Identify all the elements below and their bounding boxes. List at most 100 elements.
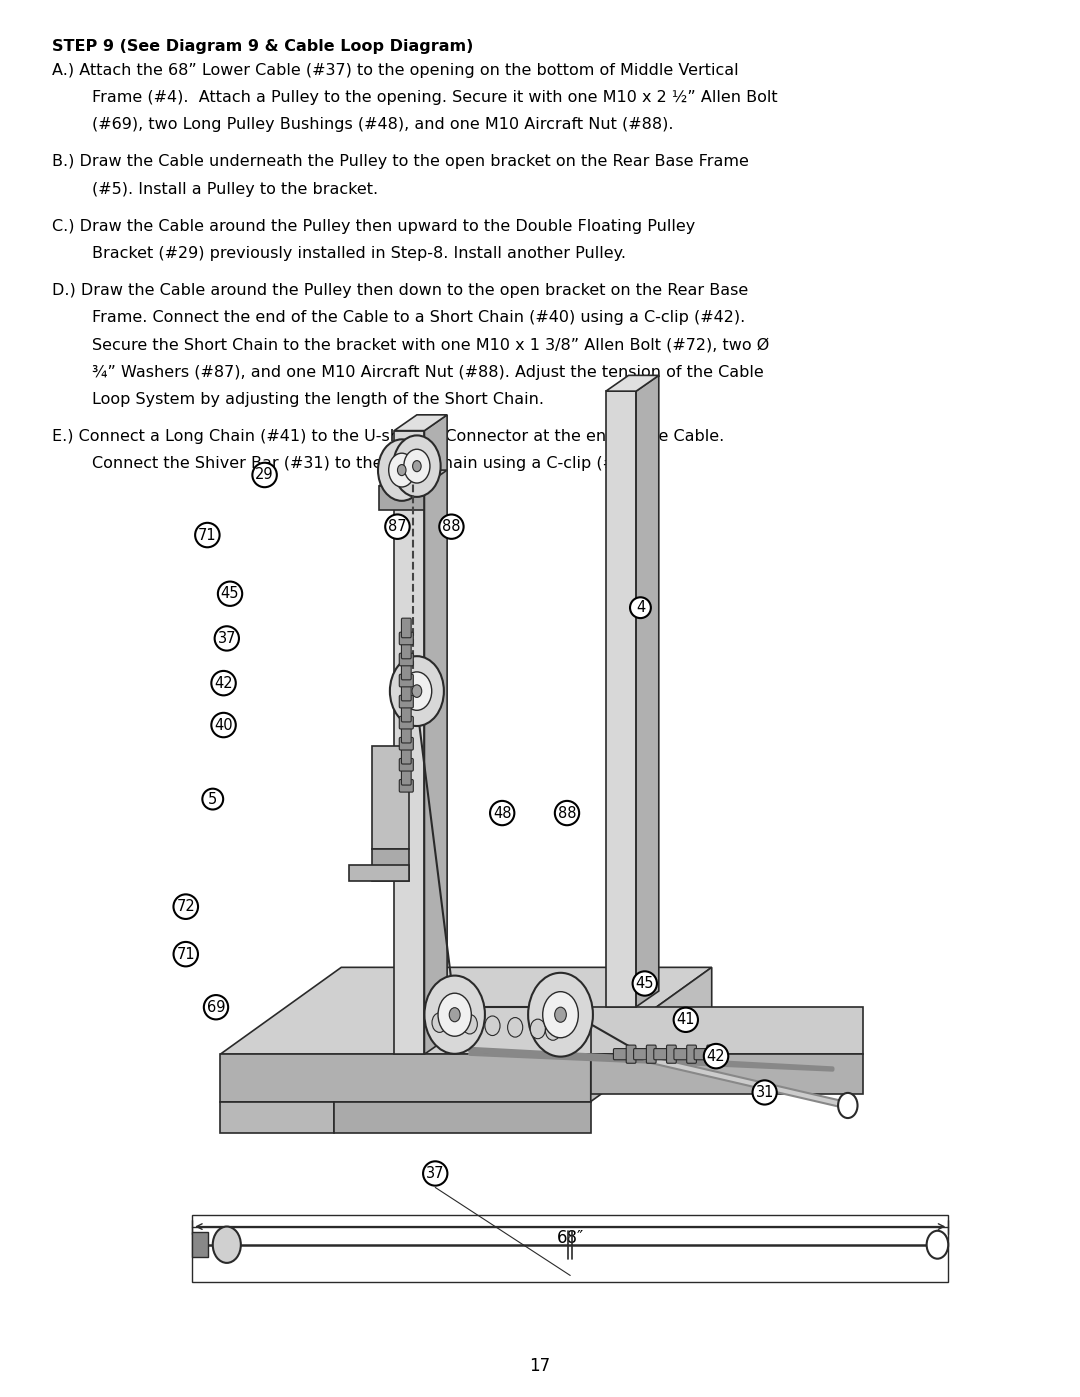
Text: 71: 71 [198,528,217,542]
Text: Secure the Short Chain to the bracket with one M10 x 1 3/8” Allen Bolt (#72), tw: Secure the Short Chain to the bracket wi… [92,337,769,352]
FancyBboxPatch shape [402,703,411,722]
Polygon shape [372,849,409,880]
Polygon shape [606,376,659,391]
Text: E.) Connect a Long Chain (#41) to the U-shaped Connector at the end of the Cable: E.) Connect a Long Chain (#41) to the U-… [52,429,724,444]
Text: 37: 37 [426,1166,445,1180]
Text: 72: 72 [176,900,195,914]
Circle shape [389,453,415,488]
Circle shape [530,1020,545,1039]
Text: 31: 31 [755,1085,774,1099]
Circle shape [528,972,593,1056]
FancyBboxPatch shape [626,1045,636,1063]
Polygon shape [220,1055,591,1101]
FancyBboxPatch shape [707,1045,717,1063]
Polygon shape [379,469,447,486]
Circle shape [402,672,432,710]
Text: 71: 71 [176,947,195,961]
Polygon shape [220,967,712,1055]
FancyBboxPatch shape [400,696,414,708]
Text: STEP 9 (See Diagram 9 & Cable Loop Diagram): STEP 9 (See Diagram 9 & Cable Loop Diagr… [52,39,473,54]
FancyBboxPatch shape [400,717,414,729]
Circle shape [432,1013,447,1032]
Text: ¾” Washers (#87), and one M10 Aircraft Nut (#88). Adjust the tension of the Cabl: ¾” Washers (#87), and one M10 Aircraft N… [92,365,764,380]
Polygon shape [424,415,447,1055]
Text: A.) Attach the 68” Lower Cable (#37) to the opening on the bottom of Middle Vert: A.) Attach the 68” Lower Cable (#37) to … [52,63,739,78]
Text: 29: 29 [255,468,274,482]
Circle shape [413,461,421,472]
FancyBboxPatch shape [400,633,414,645]
Circle shape [393,436,441,497]
Text: Loop System by adjusting the length of the Short Chain.: Loop System by adjusting the length of t… [92,391,544,407]
Polygon shape [220,1101,334,1133]
FancyBboxPatch shape [402,766,411,785]
Text: 88: 88 [557,806,577,820]
Text: 45: 45 [635,977,654,990]
Circle shape [542,992,579,1038]
Circle shape [413,685,421,697]
Polygon shape [334,1101,591,1133]
Polygon shape [394,415,447,430]
Polygon shape [372,746,409,849]
FancyBboxPatch shape [653,1049,669,1060]
Circle shape [424,975,485,1053]
Text: 42: 42 [706,1049,726,1063]
Text: D.) Draw the Cable around the Pulley then down to the open bracket on the Rear B: D.) Draw the Cable around the Pulley the… [52,282,748,298]
FancyBboxPatch shape [646,1045,657,1063]
Circle shape [213,1227,241,1263]
Text: 5: 5 [208,792,217,806]
Text: 17: 17 [529,1358,551,1375]
Polygon shape [591,1007,863,1055]
FancyBboxPatch shape [400,654,414,666]
FancyBboxPatch shape [613,1049,629,1060]
Polygon shape [591,967,712,1101]
Text: B.) Draw the Cable underneath the Pulley to the open bracket on the Rear Base Fr: B.) Draw the Cable underneath the Pulley… [52,154,748,169]
Circle shape [438,993,471,1037]
Circle shape [404,450,430,483]
Text: 42: 42 [214,676,233,690]
FancyBboxPatch shape [400,675,414,687]
Text: 41: 41 [676,1013,696,1027]
Text: Bracket (#29) previously installed in Step-8. Install another Pulley.: Bracket (#29) previously installed in St… [92,246,625,261]
Circle shape [545,1021,561,1041]
FancyBboxPatch shape [192,1232,208,1257]
Polygon shape [394,430,424,1055]
Circle shape [378,439,426,502]
Text: 68″: 68″ [556,1229,584,1248]
Circle shape [449,1007,460,1021]
Text: 45: 45 [220,587,240,601]
FancyBboxPatch shape [400,738,414,750]
Text: 69: 69 [206,1000,226,1014]
Polygon shape [349,865,409,880]
Text: 48: 48 [492,806,512,820]
Text: 37: 37 [217,631,237,645]
FancyBboxPatch shape [687,1045,697,1063]
Text: C.) Draw the Cable around the Pulley then upward to the Double Floating Pulley: C.) Draw the Cable around the Pulley the… [52,218,696,233]
Circle shape [485,1016,500,1035]
FancyBboxPatch shape [402,745,411,764]
Circle shape [508,1017,523,1037]
Text: 4: 4 [636,601,645,615]
Circle shape [555,1007,566,1023]
FancyBboxPatch shape [402,724,411,743]
Text: Frame (#4).  Attach a Pulley to the opening. Secure it with one M10 x 2 ½” Allen: Frame (#4). Attach a Pulley to the openi… [92,91,778,105]
FancyBboxPatch shape [402,640,411,659]
Polygon shape [606,391,636,1007]
Text: 88: 88 [442,520,461,534]
Text: (#5). Install a Pulley to the bracket.: (#5). Install a Pulley to the bracket. [92,182,378,197]
FancyBboxPatch shape [674,1049,689,1060]
FancyBboxPatch shape [402,682,411,701]
Polygon shape [636,376,659,1007]
Circle shape [838,1092,858,1118]
Text: 40: 40 [214,718,233,732]
Text: 87: 87 [388,520,407,534]
FancyBboxPatch shape [400,759,414,771]
FancyBboxPatch shape [634,1049,649,1060]
Polygon shape [591,1055,863,1094]
FancyBboxPatch shape [402,617,411,637]
Circle shape [397,465,406,475]
FancyBboxPatch shape [666,1045,676,1063]
FancyBboxPatch shape [402,661,411,680]
Circle shape [462,1014,477,1034]
Text: Connect the Shiver Bar (#31) to the Long Chain using a C-clip (#42).: Connect the Shiver Bar (#31) to the Long… [92,455,647,471]
Circle shape [927,1231,948,1259]
